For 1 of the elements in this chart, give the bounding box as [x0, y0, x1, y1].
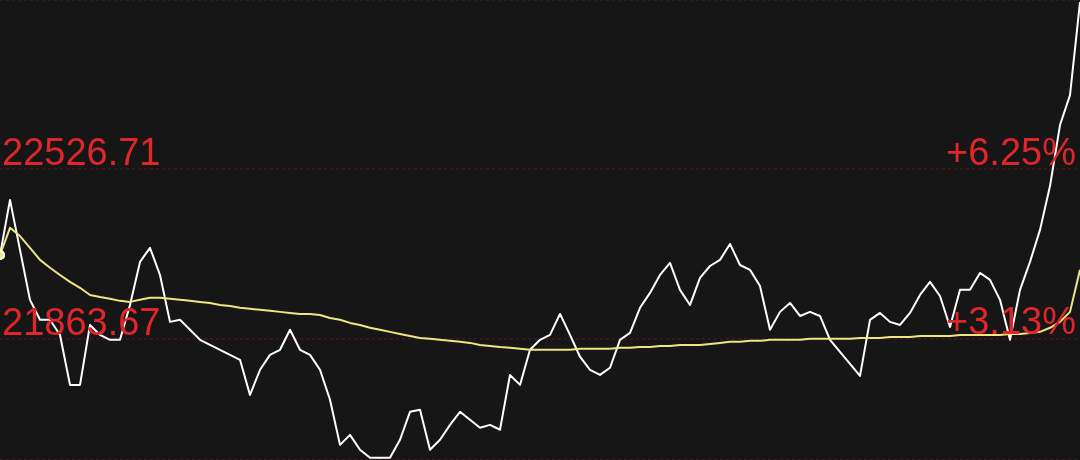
y-tick-label: 22526.71 [2, 130, 161, 173]
